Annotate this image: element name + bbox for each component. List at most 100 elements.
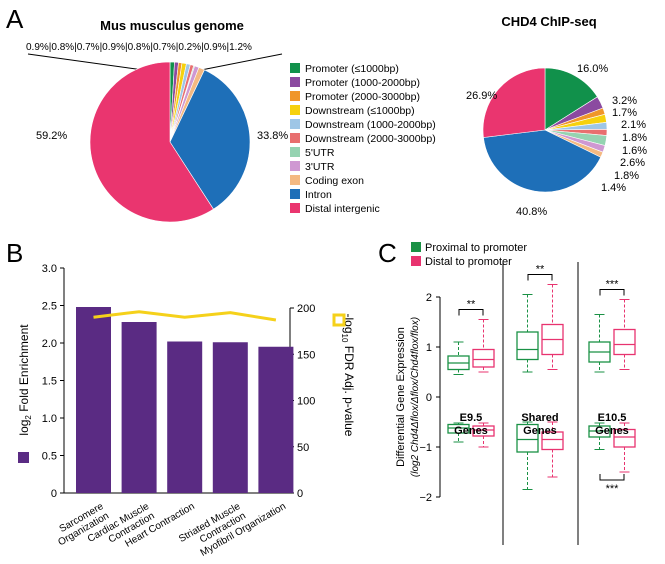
bar-category-label: SarcomereOrganization: [51, 501, 111, 549]
bar-y-tick-label: 3.0: [42, 263, 57, 275]
legend-item-label: Intron: [305, 189, 332, 201]
pie1-label-intron: 33.8%: [257, 130, 288, 142]
legend-item-label: Promoter (1000-2000bp): [305, 77, 420, 89]
pie2-value-label: 1.8%: [614, 170, 639, 182]
bar-y-tick-label: 0.5: [42, 451, 57, 463]
legend-swatch: [290, 119, 300, 129]
sig-bracket: [527, 274, 553, 281]
legend-swatch: [290, 189, 300, 199]
legend-item-label: Distal intergenic: [305, 203, 380, 215]
pie2-title: CHD4 ChIP-seq: [501, 14, 596, 29]
pie2-value-label: 1.6%: [622, 145, 647, 157]
box: [541, 431, 564, 451]
sig-down-label: ***: [606, 483, 620, 495]
pie1-title: Mus musculus genome: [100, 18, 244, 33]
pie-slice: [169, 69, 251, 210]
pie2: 16.0%3.2%1.7%2.1%1.8%1.6%2.6%1.8%1.4%40.…: [466, 63, 647, 218]
legend-swatch: [290, 161, 300, 171]
panel-c-label: C: [378, 238, 397, 268]
bar-y-tick-label: 2.0: [42, 338, 57, 350]
legend-distal-swatch: [411, 256, 421, 266]
legend-proximal-swatch: [411, 242, 421, 252]
box-y-tick-label: 0: [426, 392, 432, 404]
bar: [167, 341, 203, 493]
pie-slice: [89, 61, 214, 223]
legend-swatch: [290, 105, 300, 115]
sig-bracket: [599, 289, 625, 296]
box: [472, 348, 495, 368]
box-y-tick-label: 2: [426, 292, 432, 304]
legend-item-label: Downstream (2000-3000bp): [305, 133, 436, 145]
pie1-label-distal: 59.2%: [36, 130, 67, 142]
sig-up-label: ***: [606, 279, 620, 291]
bar-y-tick-label: 1.5: [42, 376, 57, 388]
pie2-value-label: 16.0%: [577, 63, 608, 75]
pie2-value-label: 1.7%: [612, 107, 637, 119]
bar-y2-tick-label: 0: [297, 488, 303, 500]
legend-item-label: Promoter (≤1000bp): [305, 63, 399, 75]
fdr-line: [93, 310, 277, 322]
bar-y-tick-label: 0: [51, 488, 57, 500]
box-chart: 2 1 0 −1 −2 Proximal to promoter Distal to pro…: [395, 242, 636, 545]
group-label-line1: E10.5: [598, 412, 627, 424]
pie-slice: [544, 67, 598, 131]
bar-chart: 0 0.5 1.0 1.5 2.0 2.5 3.0 0 50 100 150 200 Sarcomere…: [17, 263, 356, 559]
legend-item-label: 5'UTR: [305, 147, 335, 159]
legend-swatch: [290, 91, 300, 101]
bar-y-label-rest: Fold Enrichment: [17, 324, 31, 415]
group-label-line1: E9.5: [460, 412, 483, 424]
pie2-value-label: 3.2%: [612, 95, 637, 107]
bar: [76, 307, 111, 493]
bar-y-label: log2 Fold Enrichment: [17, 324, 33, 436]
panel-b-label: B: [6, 238, 23, 268]
legend-swatch: [290, 133, 300, 143]
pie2-value-label: 26.9%: [466, 90, 497, 102]
pie-slice: [482, 67, 546, 138]
box: [516, 331, 539, 361]
legend-item-label: Promoter (2000-3000bp): [305, 91, 420, 103]
panel-a-label: A: [6, 4, 24, 34]
legend-proximal-label: Proximal to promoter: [425, 242, 527, 254]
bar-legend-swatch: [18, 452, 29, 463]
bar-y2-label: -log10 FDR Adj. p-value: [340, 314, 356, 437]
group-label-line2: Genes: [523, 425, 557, 437]
bar-y-tick-label: 2.5: [42, 301, 57, 313]
pie2-value-label: 1.8%: [622, 132, 647, 144]
bar-y-tick-label: 1.0: [42, 413, 57, 425]
legend-swatch: [290, 147, 300, 157]
box-y-label-line1: Differential Gene Expression: [395, 327, 407, 467]
group-label-line2: Genes: [595, 425, 629, 437]
legend-distal-label: Distal to promoter: [425, 256, 512, 268]
box: [613, 328, 636, 356]
box: [447, 423, 470, 434]
box-y-label-line2: (log2 Chd4Δflox/Δflox/Chd4flox/flox): [410, 317, 421, 477]
bar-y2-tick-label: 200: [297, 303, 315, 315]
bar: [258, 346, 294, 493]
line-legend-swatch: [332, 313, 346, 327]
pie2-value-label: 2.1%: [621, 119, 646, 131]
box: [613, 428, 636, 448]
sig-up-label: **: [467, 299, 476, 311]
box: [516, 423, 539, 453]
pie2-value-label: 1.4%: [601, 182, 626, 194]
sig-up-label: **: [536, 264, 545, 276]
legend-item-label: 3'UTR: [305, 161, 335, 173]
pie2-value-label: 2.6%: [620, 157, 645, 169]
box-y-tick-label: 1: [426, 342, 432, 354]
legend-item-label: Downstream (≤1000bp): [305, 105, 415, 117]
legend-a: Promoter (≤1000bp) Promoter (1000-2000bp)…: [290, 63, 436, 215]
group-label-line2: Genes: [454, 425, 488, 437]
pie2-value-label: 40.8%: [516, 206, 547, 218]
bar: [212, 342, 248, 493]
bar-y2-tick-label: 50: [297, 442, 309, 454]
legend-item-label: Coding exon: [305, 175, 364, 187]
pie1-leader-left: [27, 53, 159, 73]
bar-y2-label-sub: 10: [340, 334, 349, 343]
pie-slice: [483, 129, 602, 193]
group-label-line1: Shared: [521, 412, 558, 424]
box: [472, 425, 495, 437]
pie1: 59.2% 33.8%: [36, 61, 288, 223]
bar-y-label-main: log: [17, 420, 31, 436]
legend-swatch: [290, 203, 300, 213]
